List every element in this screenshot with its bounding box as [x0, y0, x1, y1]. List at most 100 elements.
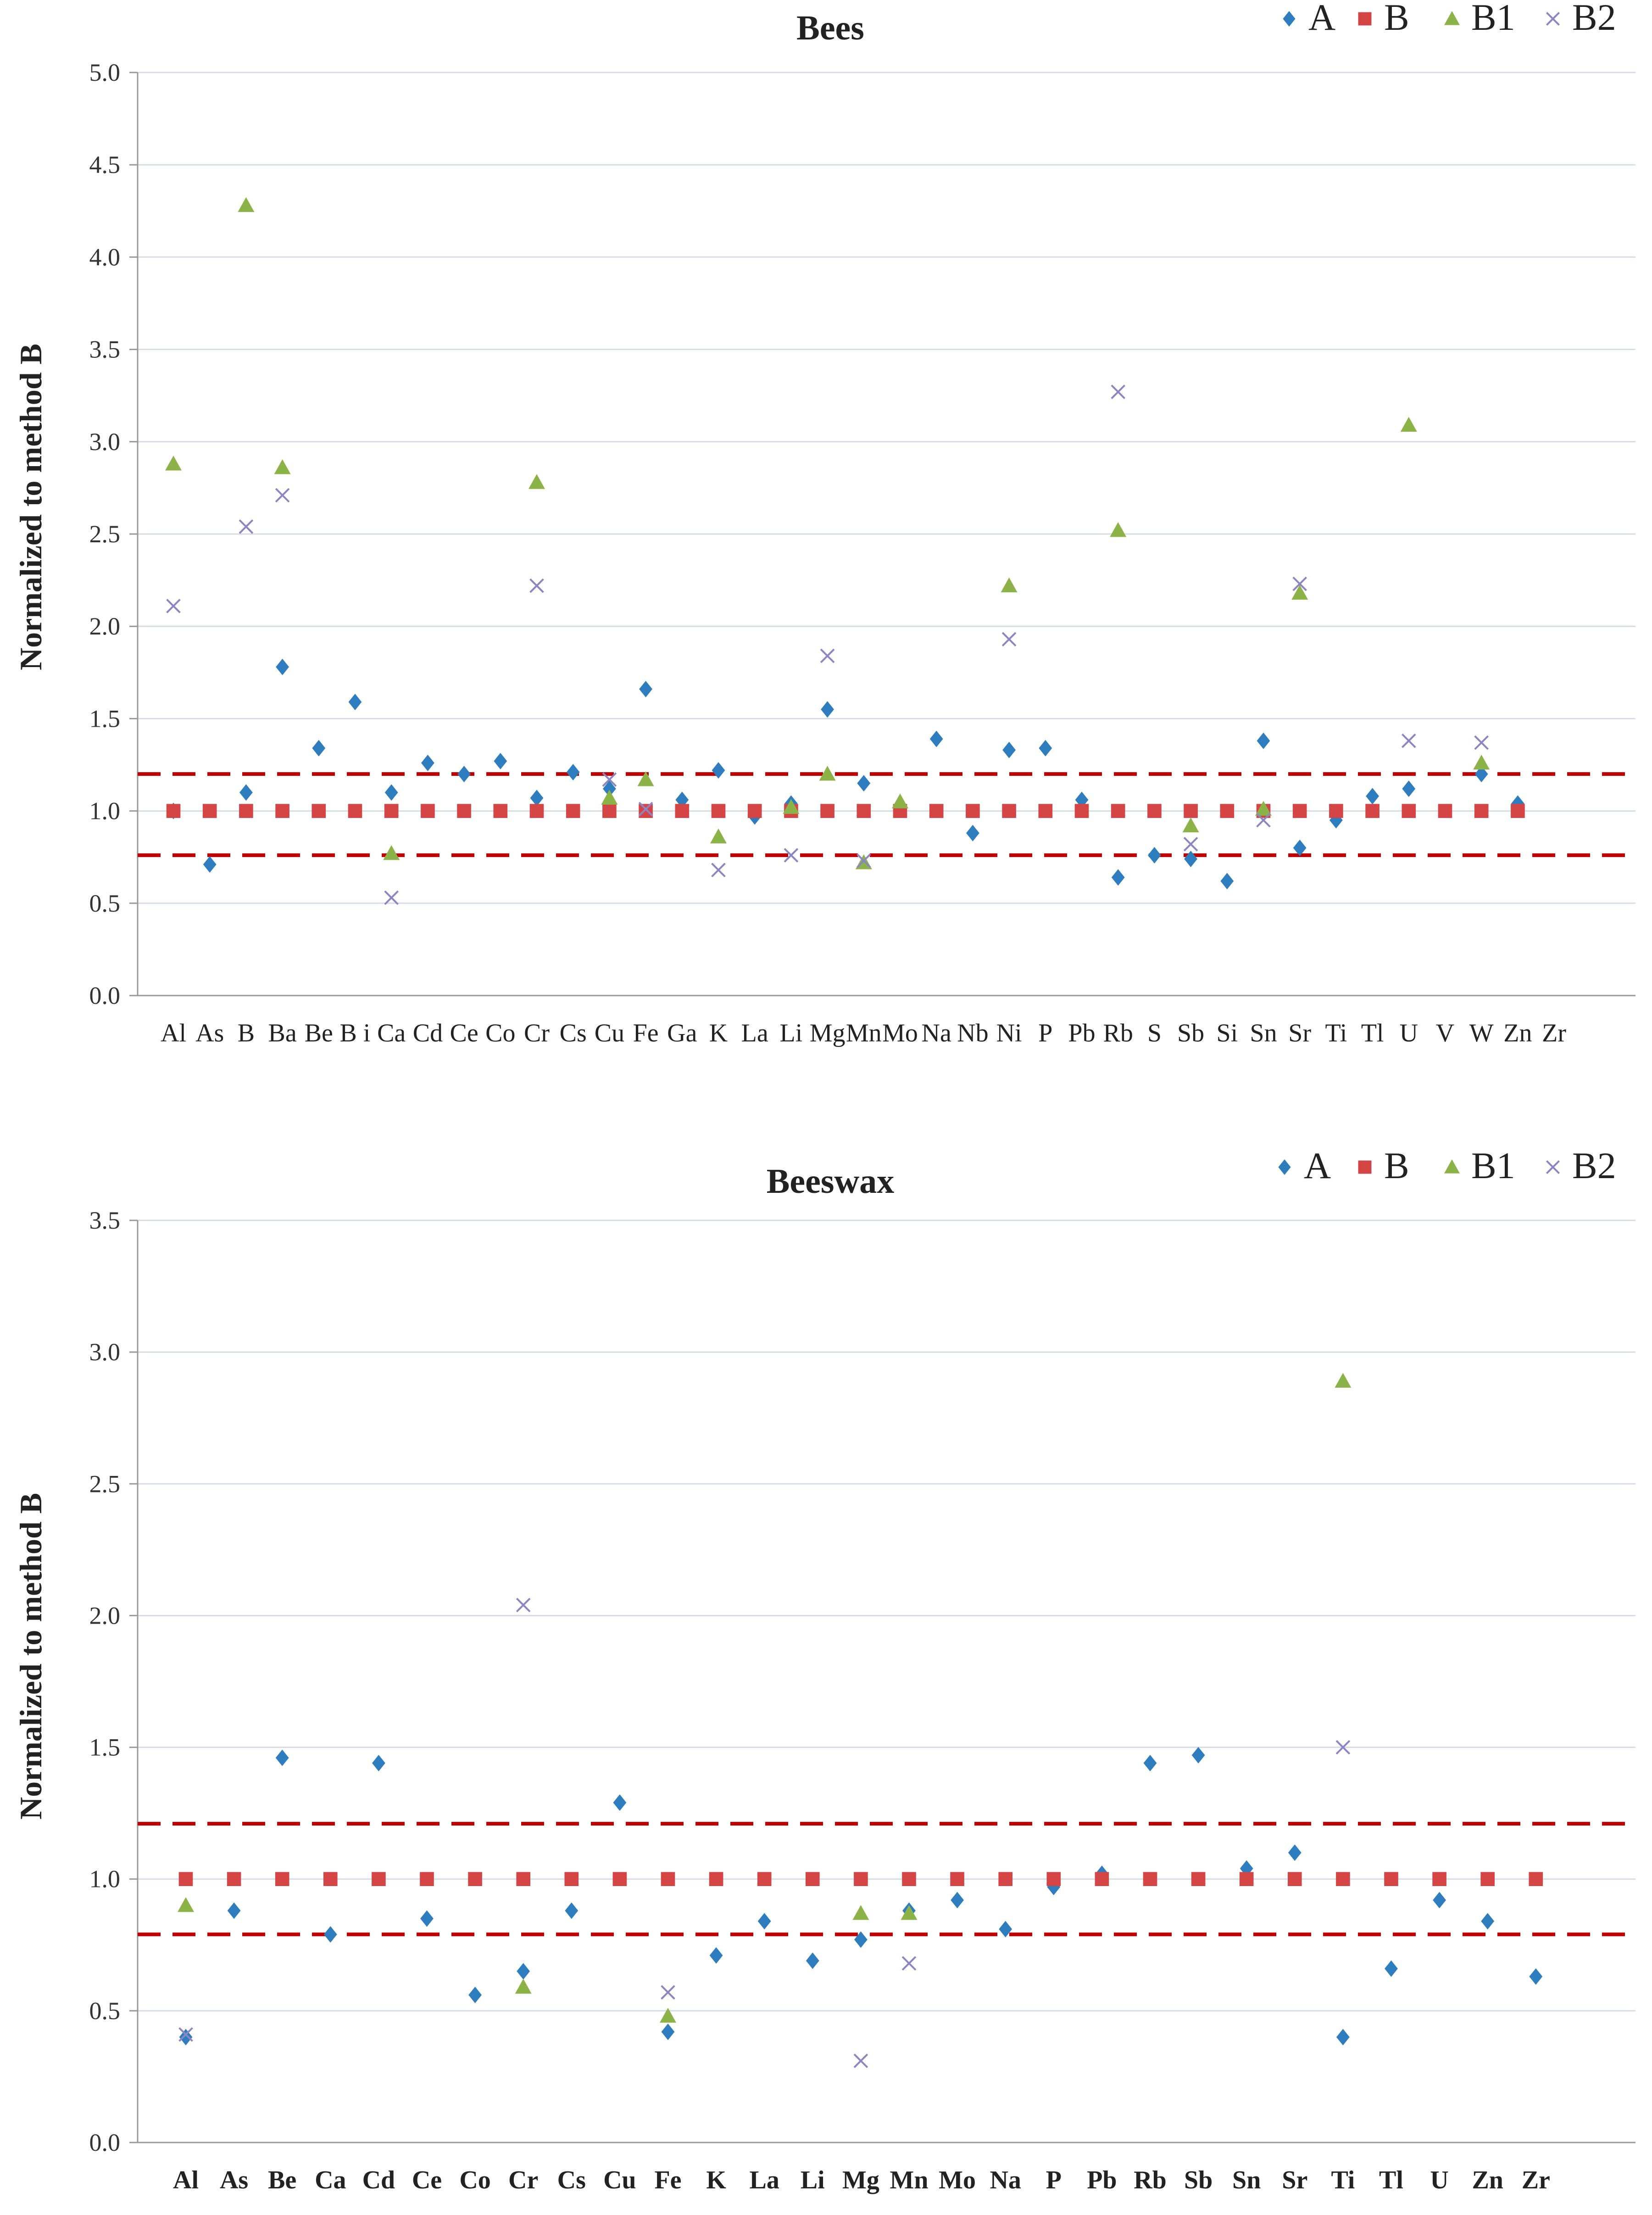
threshold-lines	[138, 1822, 1635, 1937]
y-axis-label: Normalized to method B	[13, 1493, 48, 1820]
point-B-Sr	[1288, 1872, 1302, 1887]
point-B-Cu	[602, 804, 617, 818]
point-B2-B	[239, 519, 254, 534]
x-tick-label: Ca	[377, 1019, 406, 1047]
point-B-P	[1038, 804, 1053, 818]
x-tick-label: Na	[990, 2166, 1021, 2194]
x-tick-label: Mn	[846, 1019, 882, 1047]
point-B-Sn	[1239, 1872, 1254, 1887]
x-tick-label: Si	[1216, 1019, 1238, 1047]
legend: A B B1 B2	[1283, 0, 1616, 38]
point-A-K	[709, 1947, 723, 1964]
legend-item-A: A	[1283, 0, 1335, 38]
point-A-P	[1039, 740, 1052, 757]
x-tick-label: Sn	[1250, 1019, 1277, 1047]
point-A-Si	[1220, 873, 1234, 890]
x-tick-label: Ni	[996, 1019, 1022, 1047]
x-tick-label: Cd	[362, 2166, 395, 2194]
y-tick-label: 2.5	[89, 1470, 121, 1497]
point-B-La	[757, 1872, 772, 1887]
point-B-Cs	[566, 804, 580, 818]
point-B2-Sn	[1256, 813, 1271, 828]
data-points	[178, 1373, 1543, 2068]
point-B1-Mg	[819, 766, 836, 781]
square-icon	[1358, 1160, 1372, 1174]
point-B-Sb	[1191, 1872, 1206, 1887]
legend-item-A: A	[1278, 1145, 1331, 1186]
point-A-Cr	[517, 1963, 530, 1980]
point-B1-W	[1473, 754, 1490, 770]
point-B2-Sr	[1292, 576, 1307, 591]
point-B-B	[239, 804, 253, 818]
point-A-U	[1402, 780, 1416, 797]
point-B2-Mg	[820, 648, 835, 663]
gridlines	[129, 1219, 1635, 2143]
point-B1-K	[710, 828, 727, 844]
point-B-Zn	[1511, 804, 1525, 818]
point-B1-U	[1400, 417, 1417, 432]
legend: A B B1 B2	[1278, 1145, 1616, 1186]
legend-item-B: B	[1358, 0, 1409, 38]
y-tick-label: 0.0	[89, 2129, 121, 2156]
y-tick-label: 2.0	[89, 1602, 121, 1629]
point-B-Ti	[1336, 1872, 1350, 1887]
point-A-Cr	[530, 790, 544, 807]
point-B-La	[747, 804, 762, 818]
x-tick-label: U	[1400, 1019, 1418, 1047]
point-B2-Cr	[516, 1597, 531, 1613]
point-B-Nb	[966, 804, 980, 818]
point-A-Tl	[1385, 1960, 1398, 1977]
x-tick-label: Tl	[1379, 2166, 1403, 2194]
x-tick-label: Mo	[882, 1019, 918, 1047]
point-A-Al	[179, 2029, 193, 2046]
y-tick-label: 2.5	[89, 520, 121, 548]
point-A-Sr	[1293, 840, 1307, 857]
legend-label: B	[1384, 1145, 1409, 1186]
point-B1-Ti	[1335, 1373, 1352, 1388]
x-tick-label: Zn	[1472, 2166, 1503, 2194]
point-A-Ce	[457, 766, 471, 783]
x-tick-label: Sb	[1184, 2166, 1213, 2194]
point-B2-Ca	[384, 890, 399, 905]
point-B-Co	[493, 804, 508, 818]
point-B1-Fe	[637, 771, 654, 786]
chart-bees: Bees Normalized to method B A B B1 B2 0.00.…	[13, 0, 1635, 1047]
point-B-Ba	[275, 804, 289, 818]
gridlines	[129, 72, 1635, 996]
point-B1-Cu	[601, 790, 618, 805]
point-B1-Ca	[383, 845, 400, 860]
point-A-Li	[806, 1952, 819, 1969]
point-A-Na	[999, 1920, 1012, 1937]
point-A-Cs	[565, 1902, 578, 1919]
point-B-Ti	[1329, 804, 1343, 818]
point-A-Rb	[1111, 869, 1125, 886]
axes	[137, 72, 1635, 996]
y-tick-labels: 0.0 0.5 1.0 1.5 2.0 2.5 3.0 3.5 4.0 4.5 5.0	[89, 59, 121, 1009]
y-tick-label: 1.0	[89, 1865, 121, 1893]
point-A-La	[757, 1913, 771, 1930]
point-B-Rb	[1143, 1872, 1157, 1887]
point-B-B i	[348, 804, 362, 818]
x-tick-label: Fe	[633, 1019, 659, 1047]
point-B1-Cr	[528, 474, 545, 489]
point-B-Pb	[1074, 804, 1089, 818]
x-tick-label: Sr	[1288, 1019, 1311, 1047]
point-A-Mo	[951, 1892, 964, 1909]
point-B-Mg	[854, 1872, 868, 1887]
point-B2-Mn	[856, 853, 871, 868]
point-A-As	[203, 856, 217, 873]
point-A-Fe	[639, 681, 652, 698]
x-tick-label: Mg	[842, 2166, 879, 2194]
data-points	[165, 197, 1525, 905]
point-B1-Mg	[852, 1905, 869, 1920]
x-tick-label: Mo	[939, 2166, 976, 2194]
y-tick-label: 0.5	[89, 1997, 121, 2025]
point-A-Fe	[661, 2023, 675, 2040]
legend-label: B2	[1572, 0, 1616, 38]
diamond-icon	[1278, 1159, 1291, 1175]
x-tick-label: Tl	[1361, 1019, 1384, 1047]
y-tick-label: 1.5	[89, 1734, 121, 1761]
x-tick-label: Ti	[1331, 2166, 1355, 2194]
point-B-Si	[1220, 804, 1235, 818]
